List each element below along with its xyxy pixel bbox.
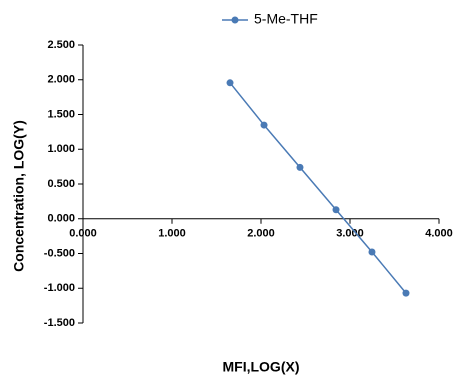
series-line [229, 82, 407, 294]
data-point [402, 289, 410, 297]
y-tick-label: 2.000 [47, 74, 75, 86]
y-tick-label: 2.500 [47, 39, 75, 51]
y-tick-label: -1.500 [44, 317, 75, 329]
y-tick-label: 0.000 [47, 213, 75, 225]
legend-label: 5-Me-THF [254, 11, 318, 27]
y-axis-title: Concentration, LOG(Y) [11, 120, 27, 272]
x-axis-title: MFI,LOG(X) [223, 359, 300, 375]
y-tick-label: -0.500 [44, 247, 75, 259]
data-point [296, 163, 304, 171]
y-tick-label: -1.000 [44, 282, 75, 294]
x-tick-label: 3.000 [336, 228, 364, 240]
data-point [368, 248, 376, 256]
legend-marker [231, 16, 239, 24]
x-tick-label: 1.000 [158, 228, 186, 240]
x-tick-label: 0.000 [69, 228, 97, 240]
x-tick-label: 2.000 [247, 228, 275, 240]
y-tick-label: 1.500 [47, 108, 75, 120]
data-point [332, 206, 340, 214]
data-point [260, 121, 268, 129]
x-tick-label: 4.000 [425, 228, 453, 240]
y-tick-label: 1.000 [47, 143, 75, 155]
data-point [226, 79, 234, 87]
y-tick-label: 0.500 [47, 178, 75, 190]
